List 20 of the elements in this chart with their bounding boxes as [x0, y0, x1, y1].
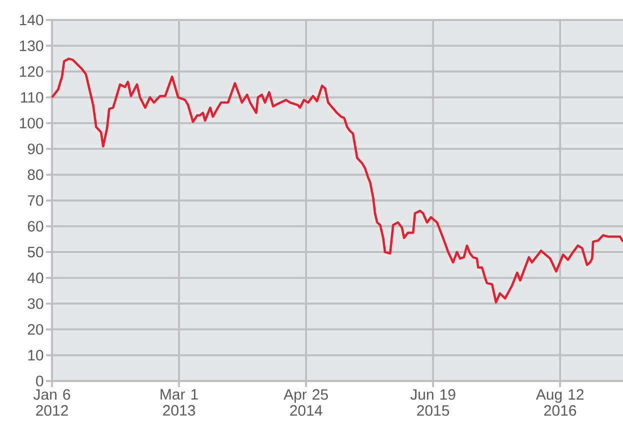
y-tick-label: 0: [36, 376, 44, 386]
x-tick-label: Aug 12 2016: [536, 389, 584, 416]
y-tick-label: 100: [20, 118, 44, 128]
y-tick-label: 10: [28, 350, 44, 361]
x-tick-label: Jan 6 2012: [33, 389, 70, 416]
y-tick-label: 80: [28, 169, 44, 180]
y-tick-label: 30: [28, 298, 44, 309]
y-tick-label: 90: [28, 144, 44, 154]
y-tick-label: 40: [27, 272, 44, 284]
y-tick-label: 140: [20, 14, 44, 26]
x-tick-label: Jun 19 2015: [410, 389, 456, 416]
y-tick-label: 20: [28, 324, 44, 335]
y-tick-label: 70: [28, 195, 44, 206]
y-tick-label: 110: [21, 92, 44, 103]
x-tick-label: Mar 1 2013: [160, 389, 198, 416]
y-tick-label: 60: [28, 220, 44, 232]
y-tick-label: 120: [20, 66, 44, 77]
x-tick-label: Apr 25 2014: [284, 389, 328, 416]
y-tick-label: 130: [20, 40, 44, 52]
y-tick-label: 50: [28, 246, 44, 258]
